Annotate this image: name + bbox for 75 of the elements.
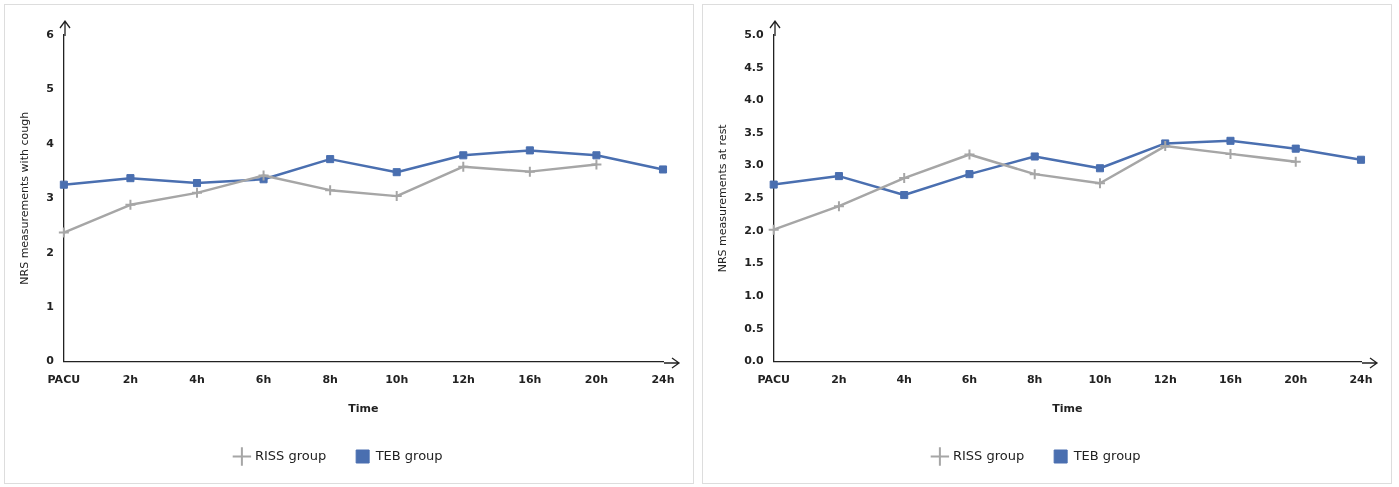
point [525, 146, 534, 155]
legend-label: RISS group [254, 447, 327, 463]
point [192, 179, 202, 188]
point [965, 170, 974, 179]
x-tick-label: 2h [122, 373, 139, 387]
point [57, 226, 70, 239]
x-axis-title: Time [1052, 402, 1083, 416]
point [963, 148, 976, 161]
x-tick-label: 24h [1349, 373, 1373, 387]
y-tick-label: 1 [46, 300, 54, 314]
point [1226, 136, 1235, 145]
y-tick-label: 0.5 [744, 321, 764, 335]
point [1028, 168, 1041, 181]
point [1356, 155, 1366, 164]
y-tick-label: 2.5 [744, 191, 764, 205]
legend-label: TEB group [374, 447, 443, 463]
point [392, 168, 401, 177]
y-tick-label: 5.0 [744, 27, 765, 41]
x-tick-label: 4h [189, 373, 205, 387]
point [257, 169, 270, 182]
x-tick-label: 2h [831, 373, 847, 387]
point [834, 172, 843, 181]
y-tick-label: 0.0 [744, 354, 765, 368]
x-tick-label: PACU [47, 373, 81, 387]
x-tick-label: 20h [1284, 373, 1308, 387]
point [124, 198, 137, 211]
y-tick-label: 4 [46, 136, 55, 150]
y-tick-label: 3 [46, 191, 54, 205]
point [457, 160, 470, 173]
x-tick-label: 10h [1088, 373, 1112, 387]
point [590, 158, 603, 171]
point [658, 165, 668, 174]
x-tick-label: 8h [322, 373, 338, 387]
y-tick-label: 0 [46, 354, 55, 368]
y-tick-label: 4.5 [744, 60, 764, 74]
point [1291, 144, 1300, 153]
y-tick-label: 5 [46, 82, 54, 96]
y-axis-title: NRS measurements at rest [716, 123, 730, 273]
y-tick-label: 4.0 [744, 93, 765, 107]
point [769, 180, 778, 189]
legend-label: RISS group [952, 447, 1025, 463]
legend-label: TEB group [1072, 447, 1141, 463]
x-tick-label: 12h [451, 373, 475, 387]
point [459, 151, 468, 160]
point [126, 174, 135, 183]
y-tick-label: 1.5 [744, 256, 764, 270]
x-tick-label: 24h [651, 373, 675, 387]
x-tick-label: 4h [896, 373, 912, 387]
x-tick-label: 10h [385, 373, 409, 387]
point [1095, 164, 1105, 173]
point [191, 186, 203, 199]
point [1030, 152, 1039, 161]
x-tick-label: PACU [757, 373, 790, 387]
point [59, 180, 68, 189]
x-tick-label: 12h [1153, 373, 1177, 387]
point [592, 151, 601, 160]
y-tick-label: 6 [46, 27, 55, 41]
point [1289, 155, 1302, 168]
y-tick-label: 2.0 [744, 223, 765, 237]
y-tick-label: 1.0 [744, 289, 765, 303]
x-tick-label: 6h [961, 373, 978, 387]
x-tick-label: 6h [255, 373, 272, 387]
y-tick-label: 3.0 [744, 158, 765, 172]
point [900, 191, 909, 200]
y-axis-title: NRS measurements with cough [18, 111, 32, 285]
x-tick-label: 16h [518, 373, 542, 387]
x-axis-title: Time [348, 402, 379, 416]
x-tick-label: 8h [1026, 373, 1043, 387]
point [326, 155, 335, 164]
y-tick-label: 3.5 [744, 125, 764, 139]
x-tick-label: 16h [1218, 373, 1243, 387]
x-tick-label: 20h [584, 373, 608, 387]
point [767, 223, 780, 236]
point [523, 165, 536, 178]
y-tick-label: 2 [46, 245, 54, 259]
